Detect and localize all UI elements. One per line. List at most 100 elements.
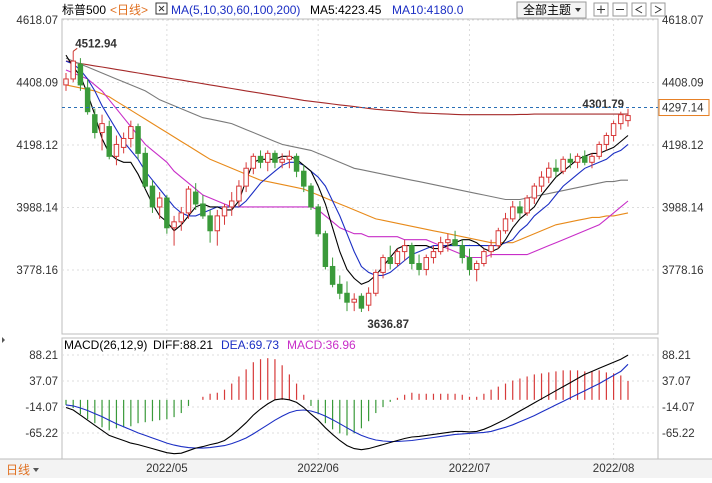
candle [387, 245, 393, 270]
candle-body [106, 126, 112, 157]
candle [142, 147, 148, 190]
candle-body [178, 212, 185, 223]
candle [430, 245, 437, 264]
candle [149, 180, 156, 213]
main-panel-frame [61, 18, 659, 335]
candle [315, 203, 321, 237]
macd-y-tick-left: -65.22 [25, 428, 58, 440]
candle-body [481, 251, 487, 264]
candle-body [502, 218, 509, 232]
candle-body [228, 200, 235, 208]
dea-line [65, 363, 629, 449]
candle [416, 254, 422, 276]
candle [495, 227, 502, 249]
candle-body [200, 203, 206, 217]
high-price-label: 4512.94 [75, 38, 117, 50]
candle-body [243, 167, 249, 187]
candle-body [567, 158, 574, 163]
candle-body [488, 245, 494, 253]
scroll-right-button[interactable] [650, 2, 666, 17]
candle [214, 209, 221, 246]
candle-body [610, 123, 617, 137]
y-tick-label-right: 3778.16 [662, 265, 704, 277]
candle-body [445, 239, 451, 244]
candle [560, 156, 566, 175]
candle [293, 153, 300, 178]
candle-body [120, 137, 127, 148]
high-marker [72, 47, 78, 52]
candle [265, 150, 271, 172]
candle [466, 248, 473, 276]
scroll-left-button[interactable] [631, 2, 647, 17]
macd-y-tick-left: -14.07 [25, 402, 58, 414]
period-switch-icon[interactable] [33, 468, 39, 472]
diff-value-label: DIFF:88.21 [153, 338, 213, 352]
candle [618, 111, 624, 130]
candle-body [589, 155, 595, 163]
bottom-period-label[interactable]: 日线 [6, 463, 30, 477]
candle-body [286, 155, 293, 160]
macd-axis-right: 88.21 37.07 -14.07 -65.22 [662, 350, 695, 440]
date-axis: 2022/05 2022/06 2022/07 2022/08 [146, 463, 634, 475]
y-tick-label-left: 4618.07 [16, 15, 58, 27]
dea-value-label: DEA:69.73 [221, 338, 279, 352]
candle-body [574, 155, 581, 163]
candle-body [92, 114, 98, 134]
zoom-out-button[interactable] [612, 2, 628, 17]
drag-handle-icon [2, 337, 5, 343]
candle [257, 150, 264, 169]
candle [113, 135, 120, 166]
candle-body [221, 206, 228, 217]
macd-y-tick-right: 37.07 [662, 376, 691, 388]
ma10-value-label: MA10:4180.0 [392, 3, 464, 17]
candle [279, 153, 285, 169]
period-label[interactable]: <日线> [110, 3, 148, 17]
indicator-settings-icon[interactable] [155, 2, 168, 15]
candle [207, 209, 213, 243]
candle-body [207, 215, 213, 232]
ma-params-label: MA(5,10,30,60,100,200) [171, 3, 300, 17]
candle [192, 183, 199, 210]
y-tick-label-left: 3778.16 [16, 265, 58, 277]
candle-body [625, 115, 631, 122]
candle-body [409, 245, 415, 264]
candle [358, 293, 365, 313]
candle-body [473, 262, 480, 270]
candle-body [250, 155, 257, 169]
candle-body [538, 176, 545, 187]
candle [546, 162, 552, 184]
candle [452, 230, 458, 247]
candle [509, 200, 516, 222]
candle-body [315, 206, 321, 235]
candle [488, 239, 494, 258]
candle [344, 281, 350, 312]
candle [409, 242, 415, 270]
y-tick-label-left: 3988.14 [16, 202, 58, 214]
ma10-line [65, 60, 629, 276]
x-tick-label: 2022/05 [146, 463, 188, 475]
candle-body [301, 170, 307, 187]
candle [84, 78, 91, 115]
candle [337, 275, 343, 300]
candle [272, 150, 278, 169]
candle [286, 150, 293, 169]
theme-dropdown[interactable]: 全部主题 [516, 1, 587, 19]
last-price-tag [658, 99, 710, 117]
candle [610, 120, 617, 142]
candle-body [77, 63, 84, 86]
zoom-in-button[interactable] [593, 2, 609, 17]
candlestick-series [63, 51, 631, 313]
panel-resize-handle[interactable] [2, 337, 5, 343]
candle [625, 108, 631, 127]
candle-body [128, 126, 134, 139]
chart-header: 标普500 <日线> MA(5,10,30,60,100,200) MA5:42… [62, 1, 666, 19]
candle [156, 192, 163, 219]
candle [77, 58, 84, 91]
candle [171, 215, 177, 246]
candle-body [142, 152, 148, 187]
candle [70, 51, 76, 82]
y-tick-label-right: 4408.09 [662, 78, 704, 90]
candle [250, 153, 257, 175]
y-tick-label-left: 4408.09 [16, 78, 58, 90]
candle [135, 123, 141, 160]
